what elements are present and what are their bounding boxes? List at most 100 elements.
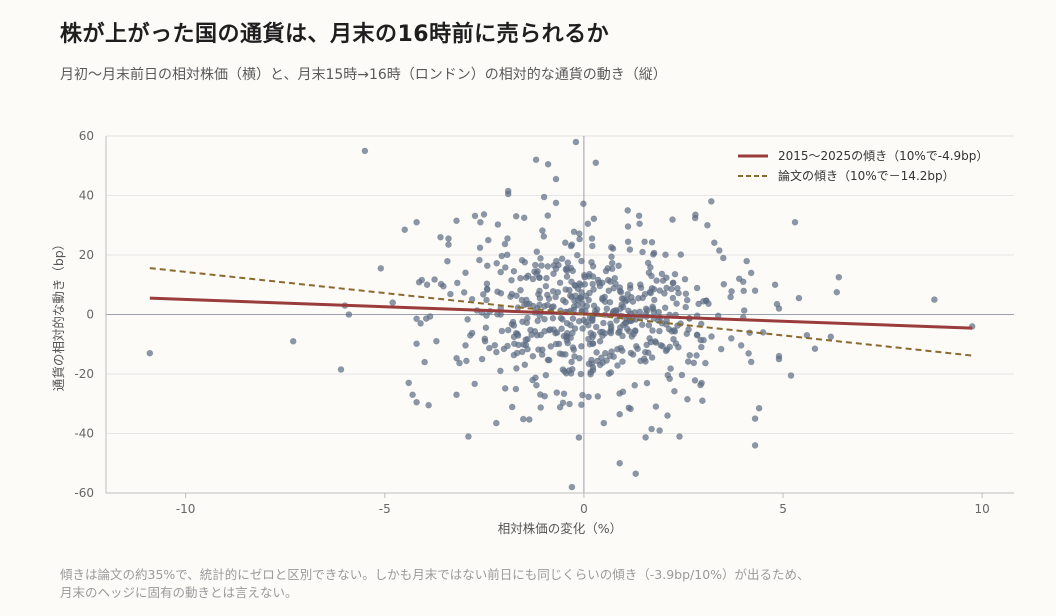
data-point bbox=[641, 238, 648, 246]
y-tick-label: -40 bbox=[74, 427, 94, 441]
chart-title: 株が上がった国の通貨は、月末の16時前に売られるか bbox=[60, 22, 610, 47]
data-point bbox=[682, 303, 690, 311]
footnote: 傾きは論文の約35%で、統計的にゼロと区別できない。しかも月末ではない前日にも同… bbox=[60, 566, 810, 602]
data-point bbox=[575, 434, 583, 441]
data-point bbox=[705, 300, 712, 308]
x-axis-label: 相対株価の変化（%） bbox=[498, 521, 622, 536]
data-point bbox=[413, 315, 420, 323]
data-point bbox=[468, 329, 476, 337]
data-point bbox=[626, 246, 634, 253]
data-point bbox=[636, 308, 644, 316]
data-point bbox=[610, 353, 618, 361]
data-point bbox=[588, 316, 596, 324]
data-point bbox=[717, 345, 725, 353]
data-point bbox=[622, 319, 630, 327]
data-point bbox=[539, 227, 546, 234]
data-point bbox=[608, 259, 616, 267]
data-point bbox=[566, 400, 573, 408]
data-point bbox=[479, 291, 487, 298]
data-point bbox=[588, 235, 596, 242]
data-point bbox=[632, 470, 640, 478]
data-point bbox=[483, 280, 491, 288]
data-point bbox=[676, 433, 683, 440]
data-point bbox=[692, 211, 699, 219]
data-point bbox=[541, 392, 549, 400]
data-point bbox=[533, 381, 540, 389]
data-point bbox=[611, 274, 619, 282]
data-point bbox=[740, 307, 748, 314]
data-point bbox=[755, 404, 763, 412]
data-point bbox=[589, 364, 597, 371]
data-point bbox=[570, 228, 578, 236]
data-point bbox=[577, 370, 585, 378]
data-point bbox=[515, 341, 522, 349]
data-point bbox=[648, 425, 655, 433]
data-point bbox=[578, 342, 585, 350]
data-point bbox=[536, 287, 543, 295]
data-point bbox=[497, 268, 505, 276]
data-point bbox=[559, 350, 566, 358]
data-point bbox=[417, 320, 424, 327]
data-point bbox=[532, 156, 540, 164]
data-point bbox=[635, 212, 643, 220]
data-point bbox=[601, 349, 609, 357]
data-point bbox=[453, 279, 461, 287]
data-point bbox=[549, 314, 557, 322]
data-point bbox=[584, 220, 592, 228]
data-point bbox=[558, 255, 566, 263]
data-point bbox=[541, 315, 548, 323]
data-point bbox=[460, 289, 468, 296]
data-point bbox=[504, 326, 512, 334]
data-point bbox=[579, 391, 586, 399]
data-point bbox=[498, 327, 506, 335]
data-point bbox=[682, 290, 690, 298]
data-point bbox=[477, 219, 484, 226]
data-point bbox=[663, 346, 671, 353]
data-point bbox=[631, 381, 639, 389]
data-point bbox=[531, 261, 539, 269]
data-point bbox=[607, 369, 615, 376]
data-point bbox=[645, 321, 653, 329]
data-point bbox=[483, 312, 490, 319]
data-point bbox=[599, 328, 606, 336]
data-point bbox=[500, 345, 508, 353]
data-point bbox=[675, 289, 682, 297]
scatter-points bbox=[146, 138, 976, 491]
data-point bbox=[529, 275, 537, 283]
data-point bbox=[544, 301, 551, 309]
data-point bbox=[550, 270, 557, 278]
y-tick-label: 60 bbox=[79, 129, 94, 143]
data-point bbox=[405, 379, 413, 387]
data-point bbox=[541, 327, 548, 335]
data-point bbox=[463, 357, 470, 365]
data-point bbox=[646, 335, 653, 342]
data-point bbox=[617, 305, 624, 313]
data-point bbox=[675, 343, 682, 351]
data-point bbox=[517, 274, 524, 282]
chart-subtitle: 月初〜月末前日の相対株価（横）と、月末15時→16時（ロンドン）の相対的な通貨の… bbox=[60, 67, 667, 83]
data-point bbox=[532, 374, 539, 382]
data-point bbox=[600, 319, 607, 327]
data-point bbox=[795, 294, 803, 302]
data-point bbox=[513, 292, 520, 300]
data-point bbox=[544, 161, 552, 168]
data-point bbox=[521, 361, 529, 369]
data-point bbox=[669, 279, 677, 287]
data-point bbox=[607, 243, 615, 251]
x-tick-label: 5 bbox=[779, 502, 787, 516]
data-point bbox=[697, 381, 704, 389]
data-point bbox=[520, 214, 528, 222]
data-point bbox=[677, 251, 685, 258]
data-point bbox=[453, 354, 460, 362]
data-point bbox=[727, 335, 735, 342]
x-tick-label: -5 bbox=[379, 502, 391, 516]
data-point bbox=[585, 335, 592, 343]
data-point bbox=[592, 323, 600, 331]
data-point bbox=[569, 329, 576, 337]
data-point bbox=[699, 297, 707, 305]
data-point bbox=[345, 311, 353, 318]
data-point bbox=[483, 262, 491, 270]
data-point bbox=[649, 251, 657, 258]
data-point bbox=[422, 315, 430, 322]
data-point bbox=[513, 349, 521, 357]
